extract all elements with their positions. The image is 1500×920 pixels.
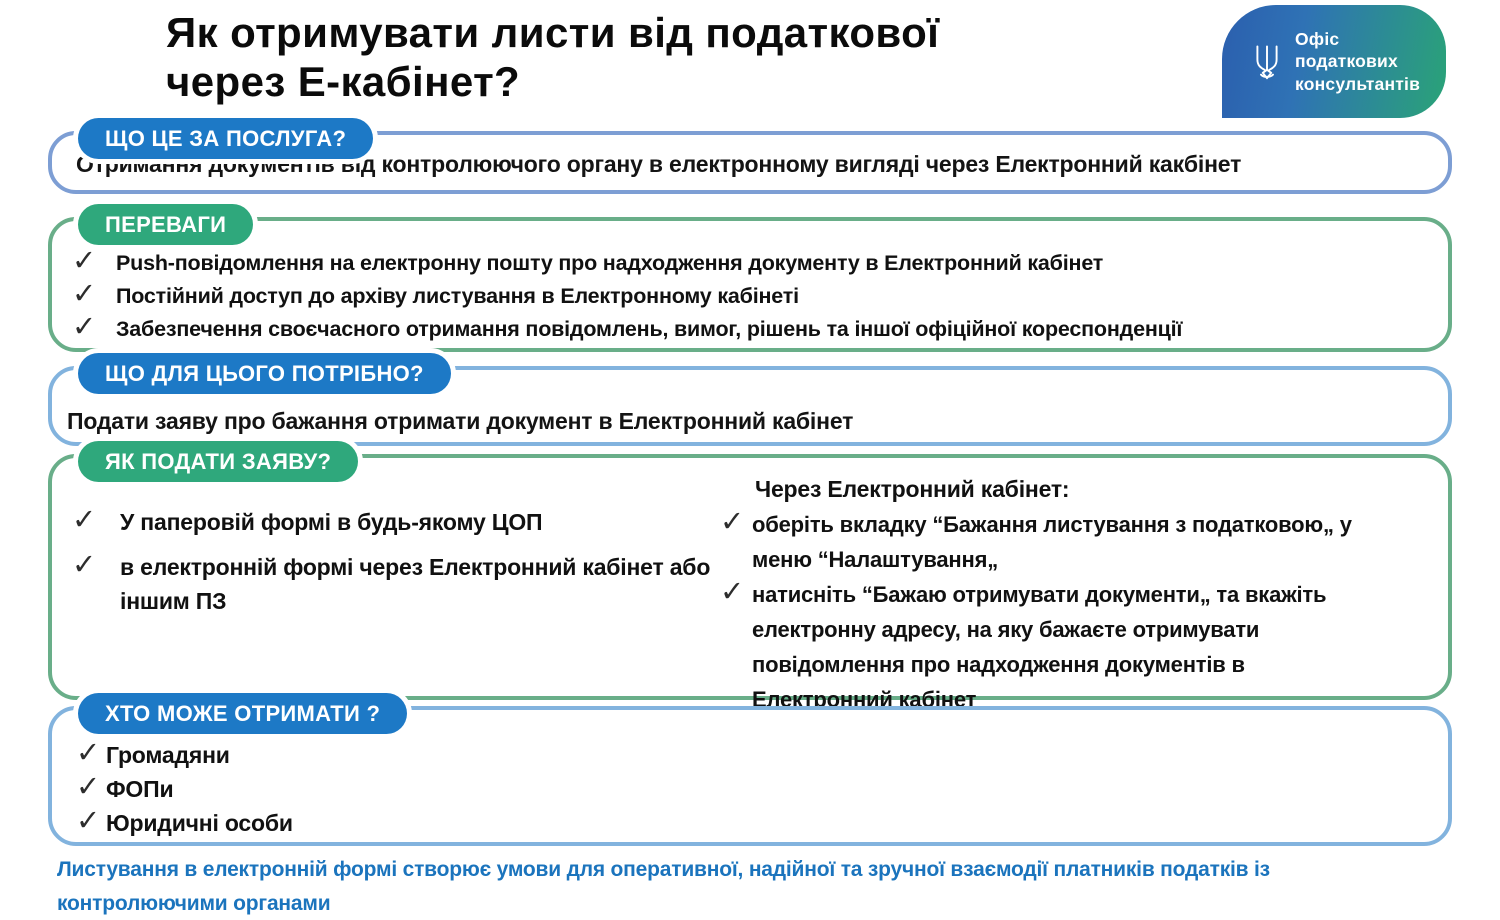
list-item: ✓ Громадяни (76, 735, 1448, 772)
section-advantages: ПЕРЕВАГИ ✓ Push-повідомлення на електрон… (48, 204, 1452, 352)
org-logo-label: Офіс податкових консультантів (1295, 28, 1421, 94)
list-item-label: Громадяни (106, 742, 230, 768)
list-item-label: оберіть вкладку “Бажання листування з по… (752, 512, 1352, 572)
section-what-is-service: ЩО ЦЕ ЗА ПОСЛУГА? Отримання документів в… (48, 118, 1452, 194)
how-to-apply-right-column: Через Електронний кабінет: ✓ оберіть вкл… (720, 472, 1434, 712)
check-icon: ✓ (76, 735, 101, 769)
right-column-header: Через Електронний кабінет: (755, 476, 1070, 502)
list-item: ✓ Push-повідомлення на електронну пошту … (72, 243, 1448, 279)
list-item: ✓ оберіть вкладку “Бажання листування з … (720, 504, 1434, 577)
section-how-to-apply: ЯК ПОДАТИ ЗАЯВУ? ✓ У паперовій формі в б… (48, 441, 1452, 712)
section-advantages-pill: ПЕРЕВАГИ (78, 204, 254, 245)
list-item: ✓ Забезпечення своєчасного отримання пов… (72, 309, 1448, 345)
section-what-is-needed-pill: ЩО ДЛЯ ЦЬОГО ПОТРІБНО? (78, 353, 451, 394)
list-item: ✓ натисніть “Бажаю отримувати документи„… (720, 574, 1434, 717)
check-icon: ✓ (720, 504, 745, 538)
check-icon: ✓ (76, 769, 101, 803)
list-item: ✓ в електронній формі через Електронний … (72, 547, 720, 618)
section-who-can-receive-pill: ХТО МОЖЕ ОТРИМАТИ ? (78, 693, 408, 734)
section-what-is-needed-body: Подати заяву про бажання отримати докуме… (67, 408, 854, 434)
list-item-label: натисніть “Бажаю отримувати документи„ т… (752, 582, 1327, 712)
list-item-label: Забезпечення своєчасного отримання повід… (116, 317, 1183, 341)
check-icon: ✓ (72, 502, 97, 536)
page-title: Як отримувати листи від податкової через… (166, 9, 940, 106)
check-icon: ✓ (72, 547, 97, 581)
section-who-can-receive: ХТО МОЖЕ ОТРИМАТИ ? ✓ Громадяни ✓ ФОПи ✓… (48, 693, 1452, 846)
list-item: ✓ Юридичні особи (76, 803, 1448, 840)
section-what-is-service-pill: ЩО ЦЕ ЗА ПОСЛУГА? (78, 118, 374, 159)
how-to-apply-left-column: ✓ У паперовій формі в будь-якому ЦОП ✓ в… (72, 472, 720, 696)
list-item-label: Push-повідомлення на електронну пошту пр… (116, 251, 1104, 275)
section-how-to-apply-pill: ЯК ПОДАТИ ЗАЯВУ? (78, 441, 359, 482)
list-item: ✓ ФОПи (76, 769, 1448, 806)
check-icon: ✓ (720, 574, 745, 608)
list-item-label: Юридичні особи (106, 810, 293, 836)
check-icon: ✓ (72, 243, 97, 277)
list-item-label: Постійний доступ до архіву листування в … (116, 284, 799, 308)
list-item: ✓ Постійний доступ до архіву листування … (72, 276, 1448, 312)
check-icon: ✓ (72, 309, 97, 343)
footer-note: Листування в електронній формі створює у… (57, 858, 1270, 915)
org-logo: Офіс податкових консультантів (1222, 5, 1446, 118)
check-icon: ✓ (76, 803, 101, 837)
list-item-label: ФОПи (106, 776, 174, 802)
list-item-label: в електронній формі через Електронний ка… (120, 554, 711, 614)
section-what-is-needed: ЩО ДЛЯ ЦЬОГО ПОТРІБНО? Подати заяву про … (48, 353, 1452, 446)
tryzub-trident-icon (1256, 44, 1278, 79)
list-item-label: У паперовій формі в будь-якому ЦОП (120, 509, 543, 535)
check-icon: ✓ (72, 276, 97, 310)
list-item: ✓ У паперовій формі в будь-якому ЦОП (72, 502, 720, 539)
